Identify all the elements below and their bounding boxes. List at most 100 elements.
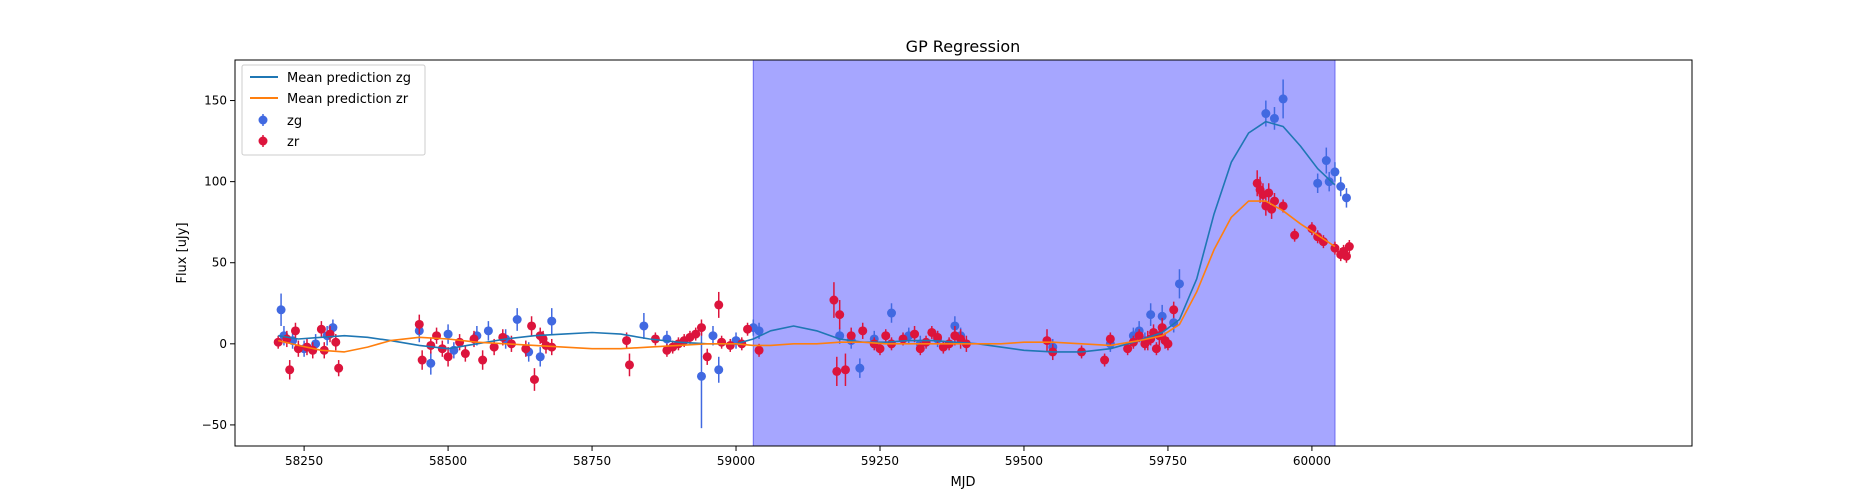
- data-point-zr: [921, 337, 931, 347]
- data-point-zg: [512, 314, 522, 324]
- data-point-zg: [754, 326, 764, 336]
- data-point-zr: [1100, 355, 1110, 365]
- legend: Mean prediction zg Mean prediction zr zg…: [241, 64, 426, 156]
- x-axis: 58250 58500 58750 59000 59250 59500 59750 60000: [285, 446, 1331, 468]
- data-point-zr: [1169, 305, 1179, 315]
- y-tick-label: 0: [219, 337, 227, 351]
- data-point-zg: [714, 365, 724, 375]
- data-point-zg: [662, 334, 672, 344]
- data-point-zr: [725, 340, 735, 350]
- data-point-zg: [1269, 113, 1279, 123]
- data-point-zr: [624, 360, 634, 370]
- data-point-zr: [426, 340, 436, 350]
- data-point-zg: [1157, 311, 1167, 321]
- y-tick-label: 50: [212, 256, 227, 270]
- data-point-zg: [535, 352, 545, 362]
- data-point-zg: [708, 331, 718, 341]
- data-point-zr: [840, 365, 850, 375]
- data-point-zg: [1174, 279, 1184, 289]
- x-tick-label: 59250: [861, 454, 899, 468]
- data-point-zg: [639, 321, 649, 331]
- shaded-region: [752, 59, 1336, 447]
- data-point-zr: [881, 331, 891, 341]
- data-point-zr: [691, 329, 701, 339]
- data-point-zr: [875, 344, 885, 354]
- legend-swatch-zg-marker: [258, 115, 268, 125]
- x-tick-label: 58500: [429, 454, 467, 468]
- x-axis-label: MJD: [950, 475, 975, 490]
- x-tick-label: 59000: [717, 454, 755, 468]
- data-point-zr: [443, 352, 453, 362]
- data-point-zr: [714, 300, 724, 310]
- data-point-zr: [696, 323, 706, 333]
- data-point-zr: [1278, 201, 1288, 211]
- x-tick-label: 58250: [285, 454, 323, 468]
- data-point-zg: [1278, 94, 1288, 104]
- data-point-zr: [1344, 242, 1354, 252]
- y-tick-label: 100: [204, 175, 227, 189]
- data-point-zr: [846, 331, 856, 341]
- data-point-zg: [1321, 156, 1331, 166]
- data-point-zr: [1264, 188, 1274, 198]
- data-point-zr: [414, 319, 424, 329]
- legend-label-zg: zg: [287, 114, 302, 129]
- data-point-zr: [915, 344, 925, 354]
- data-point-zr: [417, 355, 427, 365]
- data-point-zg: [1146, 310, 1156, 320]
- data-point-zr: [1042, 336, 1052, 346]
- y-tick-label: −50: [202, 418, 227, 432]
- data-point-zg: [426, 358, 436, 368]
- data-point-zr: [622, 336, 632, 346]
- x-tick-label: 58750: [573, 454, 611, 468]
- x-tick-label: 59500: [1005, 454, 1043, 468]
- legend-box: [241, 64, 426, 156]
- data-point-zr: [478, 355, 488, 365]
- data-point-zr: [455, 337, 465, 347]
- data-point-zr: [331, 337, 341, 347]
- x-tick-label: 59750: [1149, 454, 1187, 468]
- data-point-zr: [754, 345, 764, 355]
- data-point-zr: [1151, 344, 1161, 354]
- data-point-zr: [1290, 230, 1300, 240]
- data-point-zg: [483, 326, 493, 336]
- data-point-zg: [1313, 178, 1323, 188]
- legend-swatch-zr-marker: [258, 136, 268, 146]
- data-point-zr: [460, 349, 470, 359]
- data-point-zg: [1324, 177, 1334, 187]
- data-point-zr: [285, 365, 295, 375]
- data-point-zr: [290, 326, 300, 336]
- shaded-region-layer: [752, 59, 1336, 447]
- data-point-zg: [1330, 167, 1340, 177]
- y-axis-label: Flux [uJy]: [175, 222, 190, 283]
- data-point-zr: [1134, 331, 1144, 341]
- plot-frame: [234, 59, 1693, 447]
- legend-label-zr: zr: [287, 135, 300, 150]
- data-point-zr: [1341, 251, 1351, 261]
- data-point-zr: [529, 375, 539, 385]
- series-line-mean-prediction-zr: [278, 200, 1336, 353]
- data-point-zg: [855, 363, 865, 373]
- series-line-mean-prediction-zg: [278, 120, 1336, 353]
- data-point-zr: [1318, 237, 1328, 247]
- data-point-zr: [1123, 344, 1133, 354]
- data-point-zr: [1105, 334, 1115, 344]
- data-point-zg: [1261, 109, 1271, 119]
- y-axis: −50 0 50 100 150: [202, 94, 235, 432]
- data-point-zr: [858, 326, 868, 336]
- data-point-zg: [443, 329, 453, 339]
- data-point-zr: [829, 295, 839, 305]
- data-point-zr: [1307, 224, 1317, 234]
- y-tick-label: 150: [204, 94, 227, 108]
- chart-title: GP Regression: [906, 37, 1021, 56]
- data-point-zr: [489, 342, 499, 352]
- data-point-zr: [743, 324, 753, 334]
- data-point-zr: [1269, 196, 1279, 206]
- data-point-zr: [1163, 339, 1173, 349]
- data-point-zg: [1341, 193, 1351, 203]
- data-point-zr: [334, 363, 344, 373]
- data-point-zg: [547, 316, 557, 326]
- data-point-zr: [702, 352, 712, 362]
- data-point-zr: [521, 344, 531, 354]
- data-point-zr: [832, 366, 842, 376]
